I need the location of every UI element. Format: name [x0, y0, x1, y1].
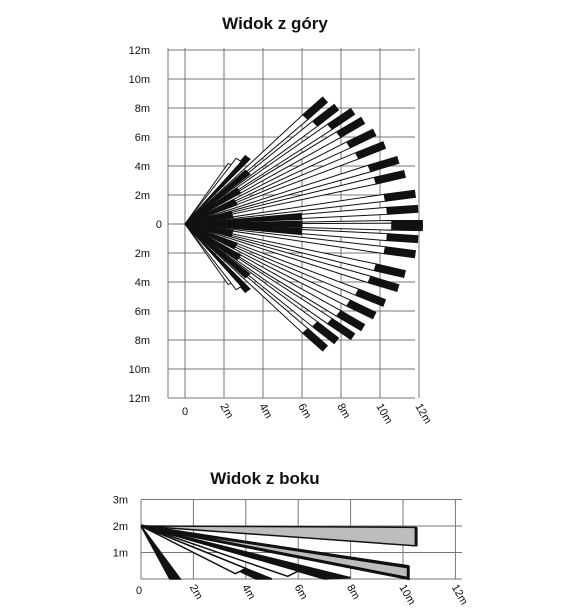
beam-end-block: [368, 156, 399, 172]
beam-end-block: [387, 205, 419, 215]
side-y-tick-label: 1m: [113, 548, 128, 560]
top-x-tick-label: 6m: [295, 402, 313, 421]
top-y-tick-label: 6m: [135, 132, 150, 144]
top-x-tick-label: 4m: [256, 402, 274, 421]
side-x-tick-label: 4m: [239, 583, 257, 602]
top-y-tick-label: 2m: [135, 190, 150, 202]
top-y-tick-label: 0: [156, 219, 162, 231]
top-y-tick-label: 4m: [135, 277, 150, 289]
top-y-tick-label: 4m: [135, 161, 150, 173]
side-x-tick-label: 0: [136, 585, 142, 597]
side-x-tick-label: 10m: [396, 583, 417, 608]
top-y-tick-label: 10m: [129, 74, 150, 86]
top-y-tick-label: 6m: [135, 306, 150, 318]
beam-end-block: [384, 246, 416, 258]
beam-end-block: [374, 170, 406, 185]
beam-end-block: [368, 276, 399, 292]
side-x-tick-label: 8m: [344, 583, 362, 602]
side-y-tick-label: 3m: [113, 495, 128, 507]
side-x-tick-label: 12m: [449, 583, 470, 608]
beam-end-block: [356, 141, 386, 159]
top-y-tick-label: 8m: [135, 103, 150, 115]
top-y-tick-label: 12m: [129, 393, 150, 405]
beam-end-block: [356, 288, 386, 306]
top-x-tick-label: 0: [182, 406, 188, 418]
beam-end-block: [374, 263, 406, 278]
beam-end-block: [392, 223, 423, 231]
top-x-tick-label: 8m: [334, 402, 352, 421]
side-x-tick-label: 6m: [292, 583, 310, 602]
top-x-tick-label: 10m: [373, 402, 394, 427]
top-x-tick-label: 2m: [217, 402, 235, 421]
top-y-tick-label: 12m: [129, 45, 150, 57]
top-y-tick-label: 8m: [135, 335, 150, 347]
beam-end-block: [384, 190, 416, 202]
side-y-tick-label: 2m: [113, 521, 128, 533]
beam-end-block: [387, 233, 419, 243]
top-y-tick-label: 10m: [129, 364, 150, 376]
side-x-tick-label: 2m: [187, 583, 205, 602]
top-x-tick-label: 12m: [412, 402, 433, 427]
top-y-tick-label: 2m: [135, 248, 150, 260]
